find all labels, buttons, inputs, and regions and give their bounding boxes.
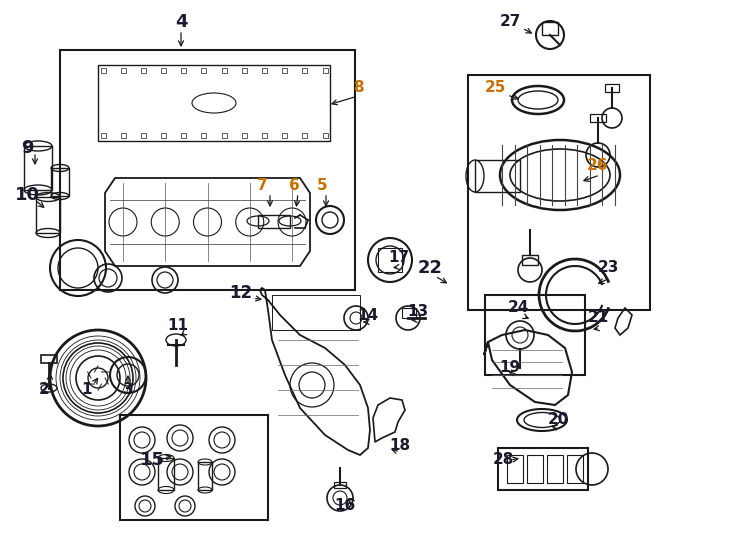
- Bar: [302, 133, 308, 138]
- Text: 18: 18: [390, 437, 410, 453]
- Bar: [378, 248, 402, 272]
- Bar: [507, 455, 523, 483]
- Bar: [51, 168, 69, 196]
- Text: 5: 5: [316, 178, 327, 192]
- Bar: [181, 133, 186, 138]
- Bar: [161, 133, 166, 138]
- Text: 6: 6: [288, 178, 299, 192]
- Bar: [322, 133, 327, 138]
- Bar: [272, 295, 360, 330]
- Bar: [498, 448, 588, 490]
- Text: 9: 9: [21, 139, 33, 157]
- Text: 3: 3: [123, 382, 134, 397]
- Bar: [590, 114, 606, 122]
- Bar: [198, 462, 212, 490]
- Bar: [120, 415, 268, 520]
- Text: 8: 8: [353, 80, 363, 96]
- Bar: [282, 68, 287, 73]
- Text: 24: 24: [507, 300, 528, 315]
- Text: 28: 28: [493, 453, 514, 468]
- Bar: [161, 68, 166, 73]
- Bar: [222, 68, 227, 73]
- Text: 26: 26: [587, 158, 608, 172]
- Bar: [485, 295, 585, 375]
- Bar: [158, 458, 174, 490]
- Text: 25: 25: [484, 80, 506, 96]
- Text: 12: 12: [230, 284, 252, 302]
- Bar: [262, 68, 267, 73]
- Text: 23: 23: [597, 260, 619, 275]
- Bar: [36, 197, 60, 233]
- Text: 13: 13: [407, 305, 429, 320]
- Bar: [258, 215, 290, 228]
- Bar: [201, 68, 206, 73]
- Text: 1: 1: [81, 382, 92, 397]
- Bar: [522, 255, 538, 265]
- Bar: [547, 455, 563, 483]
- Bar: [605, 84, 619, 92]
- Text: 14: 14: [357, 307, 379, 322]
- Bar: [322, 68, 327, 73]
- Bar: [475, 160, 520, 192]
- Text: 4: 4: [175, 13, 187, 31]
- Text: 11: 11: [167, 318, 189, 333]
- Bar: [141, 133, 146, 138]
- Bar: [334, 482, 346, 488]
- Bar: [181, 68, 186, 73]
- Text: 22: 22: [418, 259, 443, 277]
- Text: 19: 19: [499, 361, 520, 375]
- Bar: [527, 455, 543, 483]
- Bar: [120, 133, 126, 138]
- Text: 2: 2: [39, 382, 49, 397]
- Text: 17: 17: [388, 251, 410, 266]
- Text: 10: 10: [15, 186, 40, 204]
- Bar: [101, 68, 106, 73]
- Bar: [120, 68, 126, 73]
- Bar: [542, 22, 558, 35]
- Bar: [567, 455, 583, 483]
- Bar: [302, 68, 308, 73]
- Bar: [241, 68, 247, 73]
- Bar: [402, 308, 416, 318]
- Text: 7: 7: [257, 178, 267, 192]
- Bar: [24, 146, 52, 190]
- Bar: [101, 133, 106, 138]
- Text: 27: 27: [499, 15, 520, 30]
- Bar: [222, 133, 227, 138]
- Text: 21: 21: [587, 310, 608, 326]
- Bar: [241, 133, 247, 138]
- Bar: [201, 133, 206, 138]
- Bar: [60, 50, 355, 290]
- Bar: [262, 133, 267, 138]
- Bar: [41, 355, 57, 363]
- Text: 16: 16: [335, 497, 356, 512]
- Text: 20: 20: [548, 413, 569, 428]
- Bar: [468, 75, 650, 310]
- Bar: [98, 65, 330, 141]
- Text: 15: 15: [139, 451, 164, 469]
- Bar: [282, 133, 287, 138]
- Bar: [141, 68, 146, 73]
